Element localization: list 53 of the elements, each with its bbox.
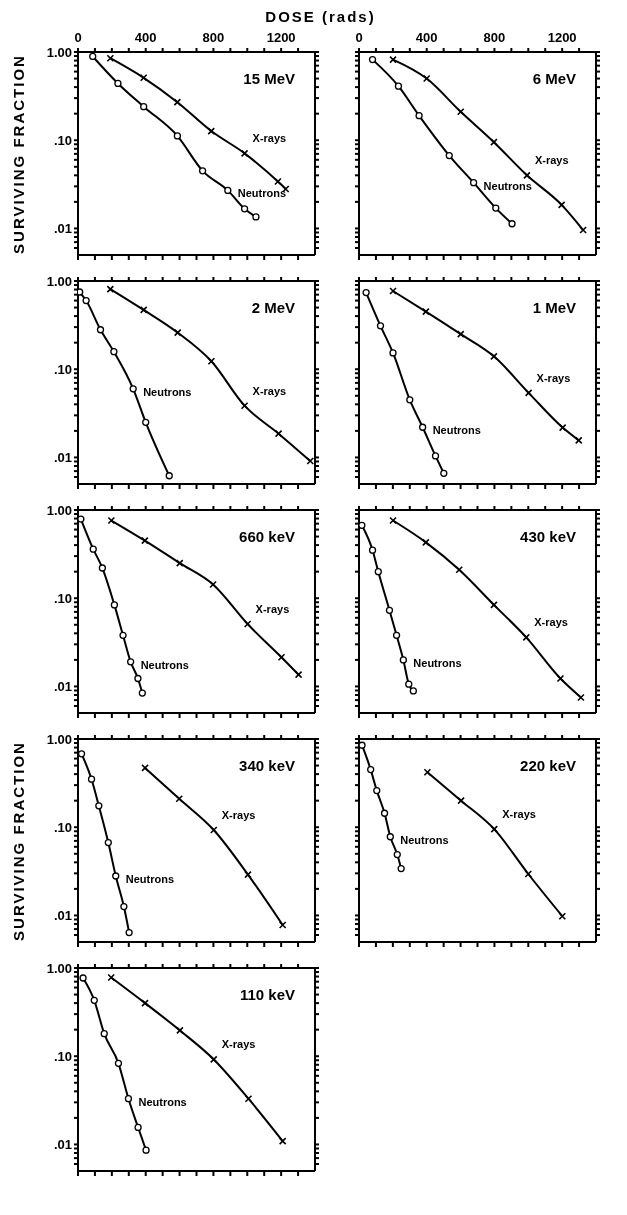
y-tick-label: 1.00	[46, 502, 72, 518]
series-label: X-rays	[534, 154, 569, 167]
x-tick-label: 0	[73, 30, 83, 45]
text: 6 MeV	[532, 70, 576, 87]
series-label: X-rays	[252, 384, 287, 397]
x-tick-label: 1200	[546, 30, 578, 45]
y-tick-label: 1.00	[46, 44, 72, 60]
series-label: Neutrons	[413, 656, 462, 669]
text: 430 keV	[520, 528, 576, 545]
text: 110 keV	[239, 986, 295, 1003]
x-tick-label: 400	[133, 30, 158, 45]
text: 220 keV	[520, 757, 576, 774]
y-tick-label: .01	[53, 679, 72, 695]
legend-label: X-rays	[255, 602, 290, 615]
series-label: Neutrons	[138, 1095, 187, 1108]
y-tick-label: .01	[53, 1137, 72, 1153]
y-axis-title: SURVIVING FRACTION	[9, 53, 27, 254]
x-tick-label: 800	[482, 30, 507, 45]
x-tick-label: 1200	[265, 30, 297, 45]
text: 660 keV	[239, 528, 295, 545]
y-tick-label: .10	[53, 590, 72, 606]
series-label: Neutrons	[237, 187, 287, 200]
series-label: Neutrons	[400, 833, 449, 846]
y-axis-title: SURVIVING FRACTION	[9, 740, 27, 941]
series-label: Neutrons	[140, 658, 189, 671]
series-label: X-rays	[221, 808, 256, 821]
legend-label: X-rays	[536, 371, 571, 384]
y-tick-label: .10	[53, 819, 72, 835]
text: 2 MeV	[251, 299, 295, 316]
series-label: X-rays	[502, 808, 536, 821]
x-tick-label: 800	[201, 30, 226, 45]
y-tick-label: .10	[53, 1048, 72, 1064]
y-tick-label: 1.00	[46, 273, 72, 289]
y-tick-label: .10	[53, 361, 72, 377]
y-tick-label: .10	[53, 132, 72, 148]
series-label: X-rays	[252, 132, 287, 145]
y-tick-label: .01	[53, 908, 72, 924]
text: 340 keV	[239, 757, 295, 774]
series-label: Neutrons	[483, 179, 532, 192]
y-tick-label: .01	[53, 221, 72, 237]
series-label: Neutrons	[432, 424, 481, 437]
series-label: Neutrons	[143, 385, 192, 398]
series-label: Neutrons	[125, 872, 175, 885]
series-label: X-rays	[534, 616, 568, 629]
y-tick-label: .01	[53, 450, 72, 466]
text: 1 MeV	[532, 299, 576, 316]
x-axis-title: DOSE (rads)	[264, 8, 377, 25]
x-tick-label: 400	[414, 30, 439, 45]
y-tick-label: 1.00	[46, 960, 72, 976]
y-tick-label: 1.00	[46, 731, 72, 747]
x-tick-label: 0	[354, 30, 364, 45]
text: 15 MeV	[243, 70, 295, 87]
series-label: X-rays	[221, 1038, 256, 1051]
